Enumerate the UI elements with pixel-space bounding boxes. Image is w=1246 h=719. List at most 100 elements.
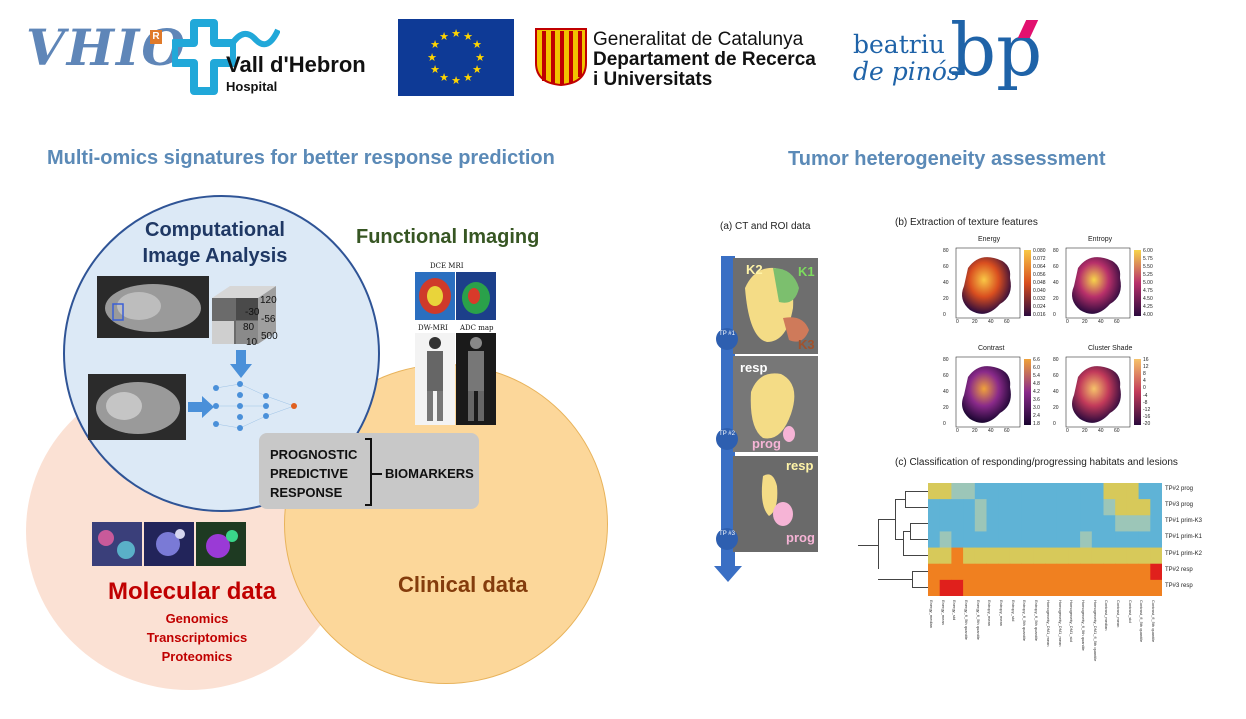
heatmap-cell — [1126, 579, 1139, 597]
colorbar-tick: 0.040 — [1033, 288, 1046, 294]
heatmap-cell — [1021, 547, 1034, 565]
heatmap-cell — [951, 499, 964, 516]
heatmap-cell — [974, 579, 987, 597]
heatmap-cell — [1103, 531, 1116, 548]
heatmap-cell — [1080, 531, 1093, 548]
scan-tp2 — [733, 356, 818, 452]
map-x-tick: 0 — [1066, 319, 1069, 325]
heatmap-cell — [1115, 563, 1128, 581]
map-y-tick: 40 — [943, 389, 949, 395]
texture-map-title: Cluster Shade — [1088, 345, 1133, 352]
heatmap-cell — [1068, 531, 1081, 548]
heatmap-cell — [951, 531, 964, 548]
neural-network-icon — [213, 381, 297, 431]
heatmap-cell — [1056, 499, 1069, 516]
biomarkers-box — [259, 433, 479, 509]
heatmap-cell — [1115, 579, 1128, 597]
adc-label: ADC map — [460, 324, 494, 332]
cube-value-3: -56 — [261, 314, 276, 325]
heatmap-row-label: TP#1 prim-K2 — [1165, 550, 1203, 557]
heatmap-cell — [986, 515, 999, 532]
heatmap-cell — [986, 579, 999, 597]
panel-b-label: (b) Extraction of texture features — [895, 217, 1038, 228]
dendrogram-line — [912, 587, 928, 588]
heatmap-cell — [1045, 579, 1058, 597]
colorbar-tick: 5.75 — [1143, 256, 1153, 262]
dendrogram-line — [858, 545, 878, 546]
map-x-tick: 20 — [972, 428, 978, 434]
svg-text:★: ★ — [472, 38, 482, 51]
colorbar-tick: 6.0 — [1033, 365, 1040, 371]
heatmap-cell — [1091, 499, 1104, 516]
colorbar-tick: 4 — [1143, 378, 1146, 385]
colorbar-tick: -12 — [1143, 406, 1151, 413]
map-x-tick: 40 — [1098, 319, 1104, 325]
heatmap-cell — [1033, 579, 1046, 597]
biomarker-predictive: PREDICTIVE — [270, 466, 349, 481]
heatmap-cell — [1126, 499, 1139, 516]
heatmap-cell — [1056, 531, 1069, 548]
biomarker-bracket — [365, 438, 372, 506]
map-y-tick: 80 — [943, 357, 949, 363]
heatmap-col-label: Entropy_fl_5th quantile — [1022, 600, 1028, 641]
map-y-tick: 0 — [1053, 421, 1056, 427]
generalitat-line1: Generalitat de Catalunya — [593, 29, 804, 50]
heatmap-cell — [963, 499, 976, 516]
panel-c-label: (c) Classification of responding/progres… — [895, 457, 1178, 468]
dendrogram-line — [910, 523, 928, 524]
colorbar-tick: -20 — [1143, 421, 1151, 427]
heatmap-col-label: Homogeneity_fl_5th quantile — [1080, 600, 1086, 651]
vall-hebron-name: Vall d'Hebron — [226, 52, 366, 77]
colorbar-tick: 4.00 — [1143, 312, 1153, 318]
heatmap-cell — [1115, 483, 1128, 500]
svg-text:★: ★ — [427, 51, 437, 64]
pathology-image-1 — [92, 522, 142, 566]
colorbar-tick: 5.4 — [1033, 373, 1040, 379]
heatmap-cell — [974, 531, 987, 548]
scan1-label-k3: K3 — [798, 337, 815, 352]
map-y-tick: 80 — [1053, 248, 1059, 254]
heatmap-cell — [998, 579, 1011, 597]
cube-value-4: 80 — [243, 322, 255, 333]
heatmap-cell — [1091, 515, 1104, 532]
map-y-tick: 20 — [1053, 296, 1059, 302]
heatmap-col-label: Energy_fl_5th quantile — [963, 600, 969, 640]
cube-value-6: 500 — [261, 331, 278, 342]
heatmap-cell — [939, 515, 952, 532]
map-y-tick: 0 — [1053, 312, 1056, 318]
colorbar-tick: 4.8 — [1033, 381, 1040, 387]
heatmap-cell — [951, 563, 964, 581]
heatmap-cell — [1021, 531, 1034, 548]
heatmap-cell — [1150, 483, 1163, 500]
heatmap-col-label: Entropy_fl_5th quantile — [1034, 600, 1040, 641]
map-x-tick: 60 — [1114, 428, 1120, 434]
heatmap-cell — [1103, 563, 1116, 581]
heatmap-cell — [1045, 483, 1058, 500]
dendrogram-line — [912, 571, 913, 588]
dendrogram-line — [895, 499, 905, 500]
svg-text:★: ★ — [451, 27, 461, 40]
map-x-tick: 60 — [1114, 319, 1120, 325]
dendrogram-line — [895, 499, 896, 539]
heatmap-cell — [1150, 531, 1163, 548]
dendrogram-line — [905, 507, 928, 508]
heatmap-cell — [1138, 579, 1151, 597]
timeline-arrow-head — [714, 566, 742, 582]
map-x-tick: 20 — [1082, 319, 1088, 325]
heatmap-cell — [974, 547, 987, 565]
heatmap-cell — [963, 547, 976, 565]
heatmap-cell — [939, 531, 952, 548]
colorbar-tick: -16 — [1143, 413, 1151, 420]
colorbar-tick: 4.2 — [1033, 389, 1040, 395]
map-x-tick: 40 — [988, 428, 994, 434]
heatmap-cell — [1091, 483, 1104, 500]
svg-text:★: ★ — [463, 71, 473, 84]
heatmap-cell — [1045, 531, 1058, 548]
heatmap-cell — [1126, 531, 1139, 548]
biomarker-response: RESPONSE — [270, 485, 343, 500]
ct-scan-image-2 — [88, 374, 186, 440]
colorbar-tick: -8 — [1143, 399, 1148, 406]
dendrogram-line — [903, 555, 928, 556]
heatmap-col-label: Contrast_mean — [1116, 600, 1122, 628]
heatmap-cell — [1021, 499, 1034, 516]
